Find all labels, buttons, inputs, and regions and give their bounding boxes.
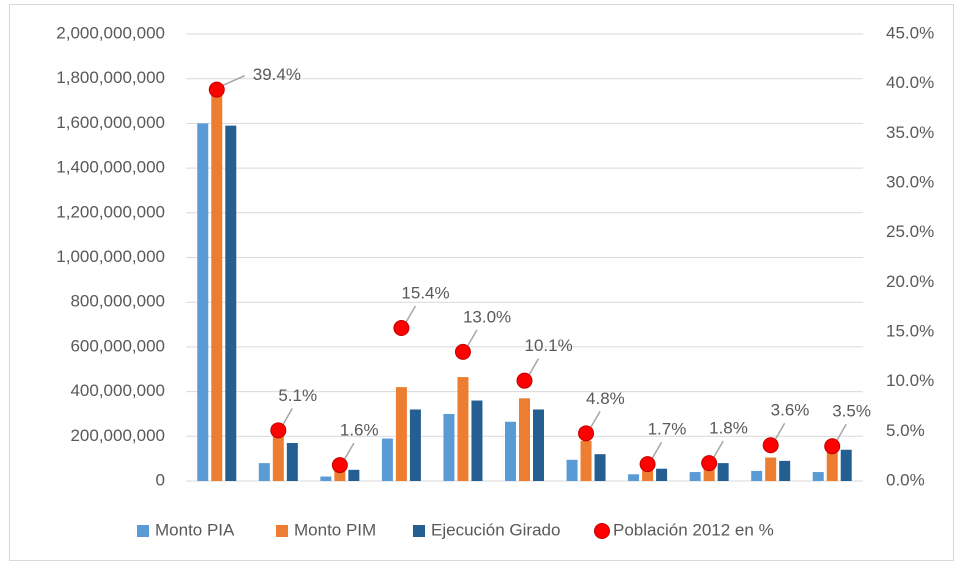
data-label: 15.4% (401, 284, 449, 303)
data-label: 5.1% (278, 386, 317, 405)
y-tick-label: 1,000,000,000 (56, 247, 165, 266)
y-tick-label: 200,000,000 (70, 426, 165, 445)
bar (272, 436, 284, 481)
data-label: 39.4% (253, 65, 301, 84)
y2-tick-label: 30.0% (886, 172, 934, 191)
y2-tick-label: 45.0% (886, 23, 934, 42)
bar (409, 409, 421, 481)
bar (348, 469, 360, 481)
marker (270, 422, 287, 439)
bar (381, 438, 393, 481)
legend-label: Ejecución Girado (431, 520, 560, 539)
marker (578, 425, 595, 442)
bar (320, 476, 332, 481)
bar (580, 440, 592, 481)
data-label: 3.6% (771, 401, 810, 420)
bar (840, 449, 852, 481)
bar (628, 474, 640, 481)
marker (762, 437, 779, 454)
data-label: 1.7% (648, 420, 687, 439)
bar (225, 125, 237, 481)
bar (443, 413, 455, 481)
bar (812, 472, 824, 481)
y2-tick-label: 35.0% (886, 123, 934, 142)
y-tick-label: 1,600,000,000 (56, 113, 165, 132)
marker (639, 456, 656, 473)
y2-tick-label: 40.0% (886, 73, 934, 92)
leader-line (219, 74, 246, 88)
legend-swatch (276, 525, 288, 537)
bar (779, 460, 791, 481)
bar (703, 465, 715, 481)
marker (331, 457, 348, 474)
bar (656, 468, 668, 481)
y2-tick-label: 15.0% (886, 321, 934, 340)
bar (519, 398, 530, 481)
marker (208, 81, 225, 98)
bar (765, 457, 777, 481)
bar (505, 421, 516, 481)
marker (516, 372, 533, 389)
marker (454, 343, 471, 360)
legend-swatch (137, 525, 149, 537)
legend-swatch (413, 525, 425, 537)
marker (701, 455, 718, 472)
y2-tick-label: 10.0% (886, 371, 934, 390)
bar (286, 443, 298, 481)
bar (751, 470, 763, 481)
data-label: 10.1% (525, 336, 573, 355)
bar (197, 123, 209, 482)
y-tick-label: 0 (156, 470, 165, 489)
bar (211, 87, 223, 481)
y-tick-label: 800,000,000 (70, 292, 165, 311)
data-label: 13.0% (463, 307, 511, 326)
bar (258, 463, 270, 481)
bar (395, 387, 407, 481)
marker (824, 438, 841, 455)
bar (642, 465, 654, 481)
legend-label: Monto PIA (155, 520, 235, 539)
bar (471, 400, 483, 481)
bar (717, 463, 729, 481)
y2-tick-label: 0.0% (886, 470, 925, 489)
y-tick-label: 2,000,000,000 (56, 23, 165, 42)
y2-tick-label: 5.0% (886, 421, 925, 440)
bar (689, 472, 701, 481)
y-tick-label: 600,000,000 (70, 336, 165, 355)
bar (594, 454, 606, 481)
bar (533, 409, 544, 481)
y2-tick-label: 20.0% (886, 272, 934, 291)
bar (457, 377, 469, 481)
y2-tick-label: 25.0% (886, 222, 934, 241)
bar (826, 449, 838, 481)
y-tick-label: 1,200,000,000 (56, 202, 165, 221)
data-label: 3.5% (832, 402, 871, 421)
y-tick-label: 1,800,000,000 (56, 68, 165, 87)
y-tick-label: 400,000,000 (70, 381, 165, 400)
marker (393, 320, 410, 337)
data-label: 1.8% (709, 419, 748, 438)
legend-label: Monto PIM (294, 520, 376, 539)
y-tick-label: 1,400,000,000 (56, 158, 165, 177)
legend-label: Población 2012 en % (613, 520, 774, 539)
data-label: 1.6% (340, 421, 379, 440)
bar (566, 459, 578, 481)
data-label: 4.8% (586, 389, 625, 408)
legend-marker (594, 523, 610, 539)
